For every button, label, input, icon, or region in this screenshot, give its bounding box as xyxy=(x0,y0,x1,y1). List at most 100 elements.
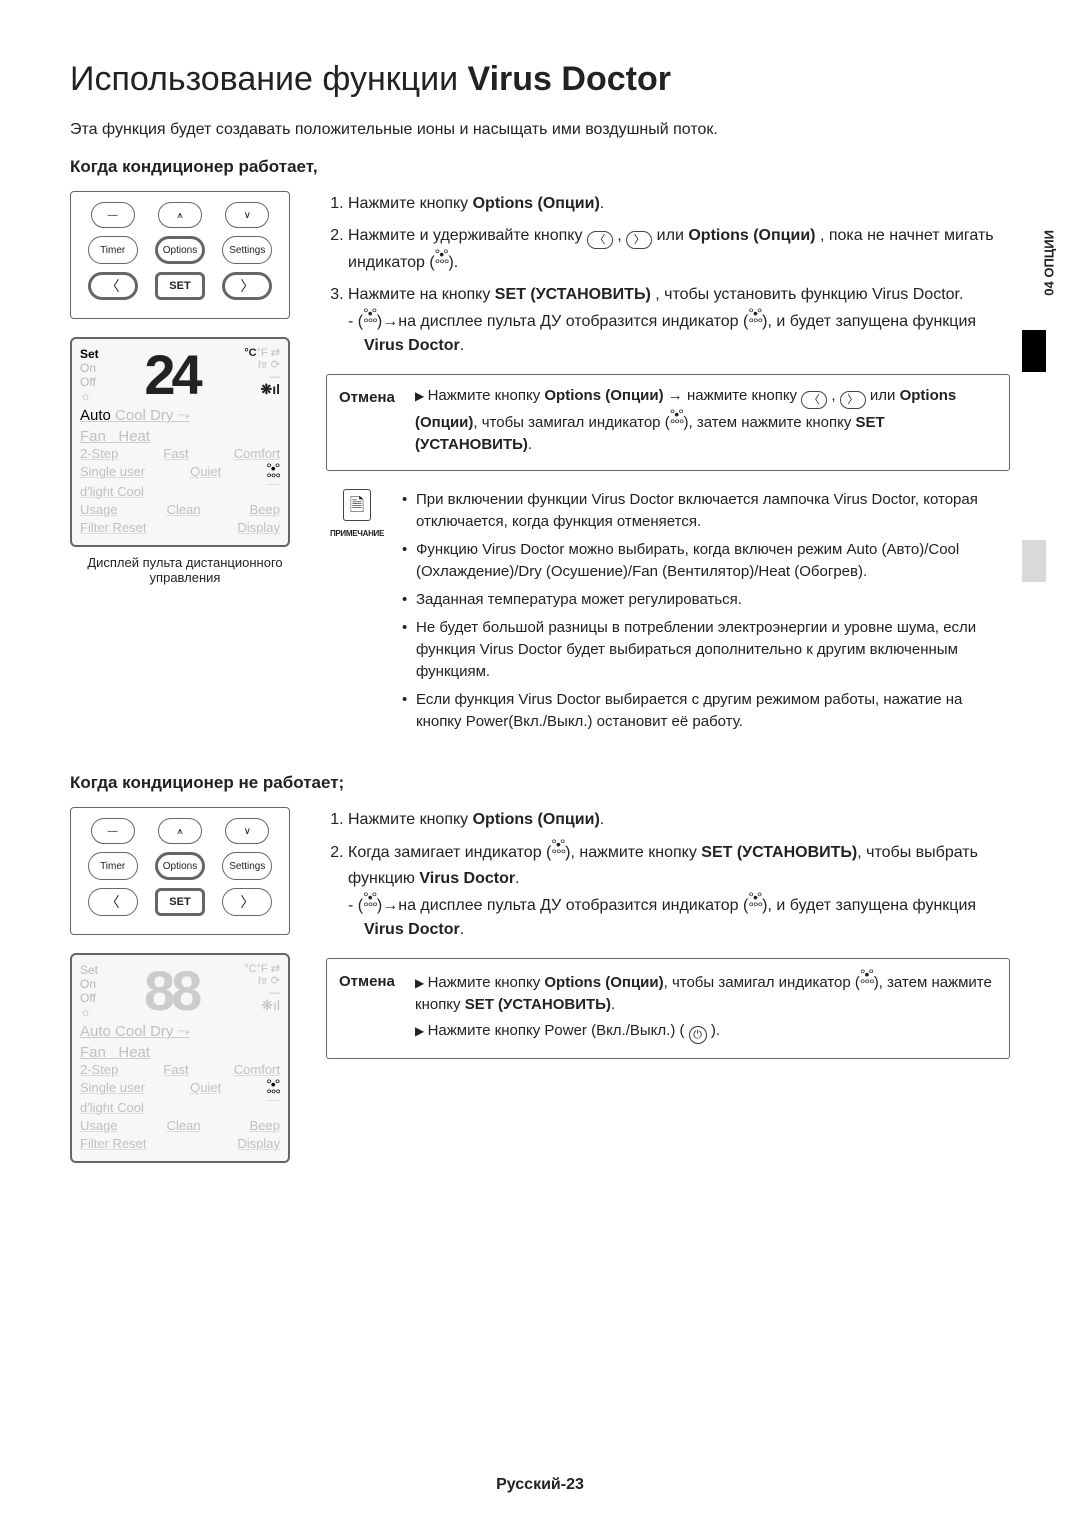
ion-icon: °•°°°° xyxy=(670,409,684,429)
section1-note-box: 🗎 ПРИМЕЧАНИЕ При включении функции Virus… xyxy=(326,489,1010,739)
down-button: ∨ xyxy=(225,818,269,844)
lcd-temperature: 24 xyxy=(103,347,241,403)
step-1: Нажмите кнопку Options (Опции). xyxy=(348,807,1010,833)
cancel-label: Отмена xyxy=(339,969,401,1048)
minus-button: — xyxy=(91,818,135,844)
page-title: Использование функции Virus Doctor xyxy=(70,60,1010,99)
mode-dry: Dry xyxy=(150,407,173,424)
mode-fan: Fan xyxy=(80,1044,106,1061)
options-button: Options xyxy=(155,852,205,880)
set-button: SET xyxy=(155,888,205,916)
lcd-opt: Display xyxy=(237,1135,280,1153)
lcd-opt: Usage xyxy=(80,501,118,519)
lcd-opt: Single user xyxy=(80,1079,145,1099)
side-section-label: 04 ОПЦИИ xyxy=(1042,230,1057,296)
section2-heading: Когда кондиционер не работает; xyxy=(70,773,1010,793)
timer-button: Timer xyxy=(88,852,138,880)
sun-icon: ☼ xyxy=(80,389,99,403)
fan-icon: ❋ıl xyxy=(244,383,280,395)
note-item: Если функция Virus Doctor выбирается с д… xyxy=(402,689,1010,733)
mode-heat: Heat xyxy=(118,1044,150,1061)
lcd-opt: d'light Cool xyxy=(80,1099,144,1117)
cancel-line: Нажмите кнопку Power (Вкл./Выкл.) ( ⏻ ). xyxy=(415,1020,997,1044)
ion-icon: °•°°°° xyxy=(860,969,874,989)
lcd-opt: Beep xyxy=(250,1117,280,1135)
note-icon-label: ПРИМЕЧАНИЕ xyxy=(326,523,388,545)
lcd-on-label: On xyxy=(80,361,99,375)
mode-heat: Heat xyxy=(118,428,150,445)
lcd-opt: Fast xyxy=(163,445,188,463)
ion-icon: °•°°°° xyxy=(551,839,565,859)
lcd-off-label: Off xyxy=(80,375,99,389)
lcd-opt: Usage xyxy=(80,1117,118,1135)
note-item: Функцию Virus Doctor можно выбирать, ког… xyxy=(402,539,1010,583)
lcd-opt: Filter Reset xyxy=(80,1135,146,1153)
remote-illustration-2: — ⩚ ∨ Timer Options Settings 〈 SET 〉 xyxy=(70,807,290,935)
lcd-opt: Filter Reset xyxy=(80,519,146,537)
options-button: Options xyxy=(155,236,205,264)
lcd-opt: Clean xyxy=(167,501,201,519)
right-arrow-button: 〉 xyxy=(222,888,272,916)
lcd-opt: d'light Cool xyxy=(80,483,144,501)
lcd-display-dim: Set On Off ☼ 88 °C°F ⇄ hr ⟳ — ❋ıl Auto C… xyxy=(70,953,290,1163)
ion-icon: °•°°°° xyxy=(266,1079,280,1099)
timer-button: Timer xyxy=(88,236,138,264)
up-button: ⩚ xyxy=(158,818,202,844)
lcd-set-label: Set xyxy=(80,347,99,361)
lcd-opt: Fast xyxy=(163,1061,188,1079)
lcd-celsius: °C xyxy=(244,347,256,359)
cancel-line: Нажмите кнопку Options (Опции) → нажмите… xyxy=(415,385,997,456)
section1-heading: Когда кондиционер работает, xyxy=(70,157,1010,177)
ion-icon: °•°°°° xyxy=(266,463,280,483)
mode-auto: Auto xyxy=(80,407,111,424)
ion-icon: °•°°°° xyxy=(435,249,449,269)
power-icon: ⏻ xyxy=(689,1026,707,1044)
title-part-b: Virus Doctor xyxy=(468,60,671,98)
settings-button: Settings xyxy=(222,236,272,264)
note-item: При включении функции Virus Doctor включ… xyxy=(402,489,1010,533)
step-3: Нажмите на кнопку SET (УСТАНОВИТЬ) , что… xyxy=(348,282,1010,358)
section2-cancel-box: Отмена Нажмите кнопку Options (Опции), ч… xyxy=(326,958,1010,1059)
note-item: Заданная температура может регулироватьс… xyxy=(402,589,1010,611)
section2-steps: Нажмите кнопку Options (Опции). Когда за… xyxy=(326,807,1010,942)
cancel-label: Отмена xyxy=(339,385,401,460)
ion-icon: °•°°°° xyxy=(363,308,377,328)
note-item: Не будет большой разницы в потреблении э… xyxy=(402,617,1010,683)
mode-cool: Cool xyxy=(115,407,146,424)
lcd-opt: Clean xyxy=(167,1117,201,1135)
side-tab-marker xyxy=(1022,330,1046,372)
mode-cool: Cool xyxy=(115,1023,146,1040)
lcd-hr: hr xyxy=(258,359,268,371)
up-button: ⩚ xyxy=(158,202,202,228)
sun-icon: ☼ xyxy=(80,1005,98,1019)
cancel-line: Нажмите кнопку Options (Опции), чтобы за… xyxy=(415,969,997,1016)
minus-button: — xyxy=(91,202,135,228)
lcd-off-label: Off xyxy=(80,991,98,1005)
mode-fan: Fan xyxy=(80,428,106,445)
lcd-temperature-dim: 88 xyxy=(102,963,240,1019)
mode-auto: Auto xyxy=(80,1023,111,1040)
title-part-a: Использование функции xyxy=(70,60,468,98)
lcd-opt: 2-Step xyxy=(80,1061,118,1079)
page-footer: Русский-23 xyxy=(0,1476,1080,1494)
mode-dry: Dry xyxy=(150,1023,173,1040)
lcd-set-label: Set xyxy=(80,963,98,977)
lcd-opt: Single user xyxy=(80,463,145,483)
section1-cancel-box: Отмена Нажмите кнопку Options (Опции) → … xyxy=(326,374,1010,471)
lcd-opt: 2-Step xyxy=(80,445,118,463)
set-button: SET xyxy=(155,272,205,300)
right-icon: 〉 xyxy=(840,391,866,409)
settings-button: Settings xyxy=(222,852,272,880)
ion-icon: °•°°°° xyxy=(748,308,762,328)
left-arrow-button: 〈 xyxy=(88,272,138,300)
lcd-display-active: Set On Off ☼ 24 °C°F ⇄ hr ⟳ — ❋ıl Auto C… xyxy=(70,337,290,547)
left-icon: 〈 xyxy=(587,231,613,249)
down-button: ∨ xyxy=(225,202,269,228)
ion-icon: °•°°°° xyxy=(363,892,377,912)
right-icon: 〉 xyxy=(626,231,652,249)
remote-illustration-1: — ⩚ ∨ Timer Options Settings 〈 SET 〉 xyxy=(70,191,290,319)
lcd-on-label: On xyxy=(80,977,98,991)
right-arrow-button: 〉 xyxy=(222,272,272,300)
step-2: Когда замигает индикатор (°•°°°°), нажми… xyxy=(348,839,1010,942)
ion-icon: °•°°°° xyxy=(748,892,762,912)
